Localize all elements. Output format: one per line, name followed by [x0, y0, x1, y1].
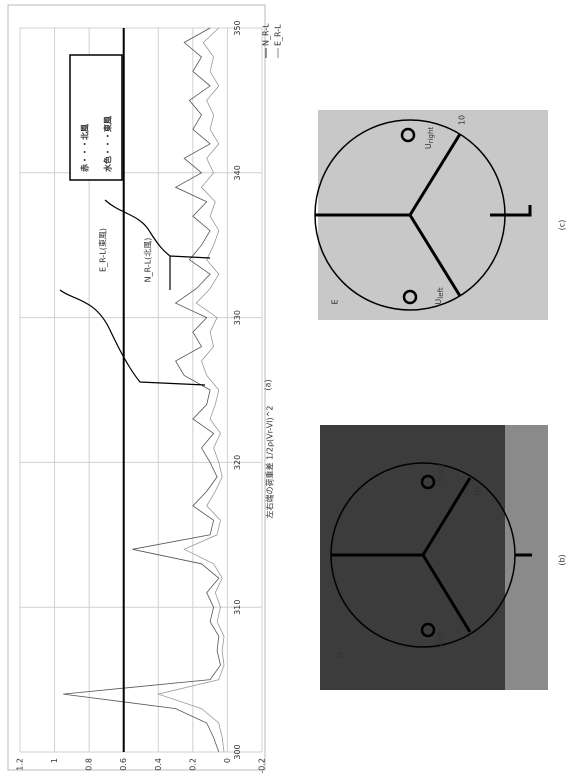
annotation-curve: [105, 200, 210, 290]
y-tick-label: -0.2: [258, 758, 267, 774]
figure: 1.2 1 0.8 0.6 0.4 0.2 0 -0.2 300 310 320 330 340 350 N…: [0, 0, 573, 780]
direction-label: E: [331, 299, 340, 304]
chart-title: 左右端の荷重差 1/2ρ(Vr-Vl)^2: [265, 406, 275, 519]
y-tick-label: 0.6: [119, 758, 128, 771]
figure-caption: (a): [264, 379, 273, 390]
note-line: 赤・・・北風: [80, 124, 90, 172]
y-tick-label: 0.2: [188, 758, 197, 771]
scale-label: 10: [458, 115, 467, 125]
series-line: [158, 28, 224, 752]
chart-a: 1.2 1 0.8 0.6 0.4 0.2 0 -0.2 300 310 320 330 340 350 N…: [8, 5, 283, 774]
x-tick-label: 340: [233, 165, 242, 180]
u-sub: left: [437, 287, 445, 299]
u-sub: left: [437, 631, 445, 643]
x-tick-label: 300: [233, 744, 242, 759]
x-tick-label: 310: [233, 600, 242, 615]
annotation: N_R-L(北風): [144, 238, 153, 283]
direction-label: N: [336, 652, 345, 658]
legend-label: E_R-L: [274, 24, 283, 46]
scale-label: 10: [474, 487, 483, 497]
annotation-curve: [60, 290, 205, 385]
figure-caption: (c): [558, 220, 567, 231]
legend-label: N_R-L: [262, 23, 271, 46]
x-tick-label: 350: [233, 20, 242, 35]
annotation: E_R-L(東風): [98, 228, 108, 272]
y-tick-label: 0.8: [85, 758, 94, 771]
y-tick-label: 0.4: [154, 758, 163, 771]
figure-caption: (b): [558, 554, 567, 565]
y-tick-label: 1: [50, 758, 59, 763]
plot-frame: [8, 5, 265, 770]
x-tick-label: 330: [233, 310, 242, 325]
y-tick-label: 0: [223, 758, 232, 763]
panel-image-ground: [505, 425, 548, 690]
note-line: 水色・・・東風: [103, 116, 113, 173]
x-tick-label: 320: [233, 455, 242, 470]
u-sub: right: [427, 127, 435, 144]
panel-b: [320, 425, 548, 690]
u-sub: right: [437, 464, 445, 481]
y-tick-label: 1.2: [16, 758, 25, 771]
note-box: [70, 55, 122, 180]
